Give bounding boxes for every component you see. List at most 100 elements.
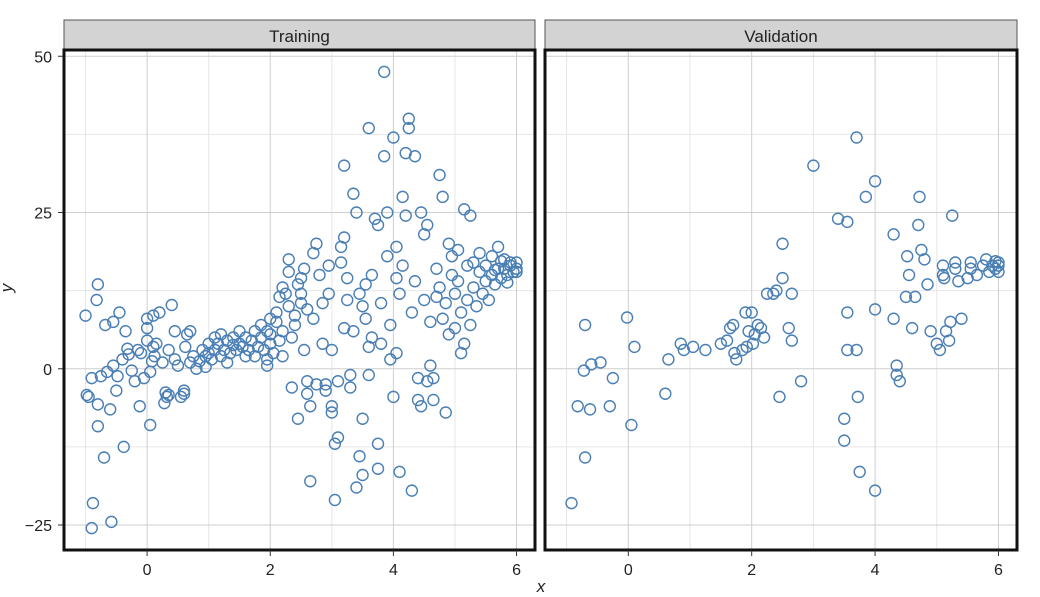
data-point	[347, 187, 360, 200]
data-point	[328, 493, 342, 507]
data-point	[387, 131, 400, 144]
data-point	[264, 328, 277, 341]
data-point	[353, 287, 366, 300]
data-point	[254, 318, 268, 332]
data-point	[91, 398, 105, 411]
data-point	[699, 343, 712, 357]
data-point	[989, 262, 1002, 275]
data-point	[739, 306, 752, 319]
y-axis-label: y	[0, 282, 16, 293]
data-point	[606, 371, 620, 385]
data-point	[300, 303, 314, 316]
data-point	[473, 265, 486, 279]
data-point	[356, 468, 369, 482]
data-point	[113, 306, 126, 319]
data-point	[686, 340, 700, 354]
data-point	[924, 325, 937, 338]
data-point	[313, 268, 326, 282]
data-point	[726, 318, 740, 332]
data-point	[168, 325, 182, 338]
data-point	[902, 268, 916, 282]
data-point	[393, 465, 406, 479]
data-point	[220, 334, 234, 347]
data-point	[944, 315, 957, 329]
data-point	[841, 215, 854, 229]
data-point	[730, 353, 743, 366]
data-point	[316, 337, 329, 350]
data-point	[442, 237, 456, 250]
data-point	[785, 334, 798, 347]
data-point	[776, 237, 789, 250]
data-point	[427, 393, 440, 407]
data-point	[628, 340, 641, 354]
data-point	[148, 350, 161, 363]
data-point	[297, 262, 311, 275]
data-point	[757, 331, 771, 344]
data-point	[933, 343, 947, 357]
data-point	[325, 400, 339, 413]
data-point	[740, 340, 753, 354]
data-point	[147, 340, 160, 354]
data-point	[390, 240, 403, 254]
panel-title: Training	[269, 27, 330, 46]
data-point	[485, 250, 499, 263]
data-point	[662, 353, 675, 366]
data-point	[976, 259, 990, 272]
data-point	[421, 218, 434, 232]
data-point	[374, 296, 388, 310]
data-point	[208, 331, 222, 344]
data-point	[291, 412, 305, 425]
data-point	[451, 275, 465, 288]
data-point	[344, 368, 357, 382]
data-point	[723, 321, 737, 335]
data-point	[482, 293, 496, 307]
data-point	[381, 250, 394, 263]
data-point	[111, 370, 124, 383]
data-point	[868, 175, 882, 188]
data-point	[585, 358, 598, 371]
data-point	[288, 309, 302, 322]
data-point	[294, 287, 308, 300]
data-point	[202, 337, 215, 350]
data-point	[498, 253, 511, 266]
data-point	[841, 306, 854, 319]
x-tick-label: 2	[266, 562, 275, 579]
data-point	[90, 293, 103, 307]
data-point	[457, 203, 471, 216]
data-point	[970, 268, 984, 282]
data-point	[390, 346, 403, 360]
data-point	[282, 253, 295, 266]
data-point	[853, 465, 866, 479]
data-point	[964, 256, 977, 269]
data-point	[184, 356, 197, 369]
data-point	[436, 312, 449, 325]
data-point	[294, 296, 308, 310]
data-point	[107, 315, 120, 329]
data-point	[341, 271, 354, 285]
data-point	[913, 190, 926, 204]
data-point	[233, 325, 246, 338]
data-point	[310, 378, 323, 391]
data-point	[248, 325, 262, 338]
data-point	[578, 318, 592, 332]
data-point	[134, 346, 148, 360]
data-point	[461, 259, 474, 272]
data-point	[140, 312, 154, 325]
data-point	[908, 290, 922, 304]
data-point	[411, 393, 425, 407]
data-point	[177, 387, 191, 400]
data-point	[445, 250, 459, 263]
data-point	[100, 365, 114, 379]
panel-training: Training 0 2 4 6	[62, 19, 537, 579]
data-point	[171, 359, 185, 372]
y-tick-label: 25	[34, 206, 52, 223]
x-tick-label: 4	[389, 562, 398, 579]
data-point	[384, 318, 397, 332]
data-point	[160, 390, 174, 404]
data-point	[347, 325, 360, 338]
data-point	[439, 406, 452, 419]
data-point	[344, 381, 357, 394]
data-point	[868, 484, 882, 497]
data-point	[921, 278, 934, 291]
data-point	[942, 334, 956, 347]
